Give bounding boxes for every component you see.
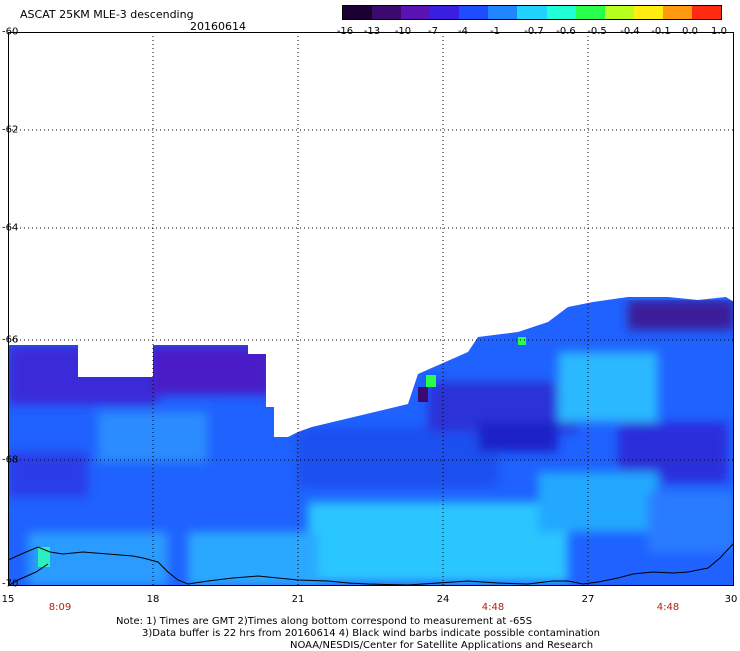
coastline [8,542,734,586]
lat-label: -66 [2,334,19,346]
colorbar-label: -1 [490,26,500,37]
colorbar-label: -10 [394,26,412,37]
colorbar-segment-12 [691,6,722,19]
lat-label: -64 [2,222,19,234]
colorbar-label: -0.1 [651,26,671,37]
colorbar-label: -13 [363,26,381,37]
lat-label: -70 [2,578,19,590]
colorbar-label: -0.7 [524,26,544,37]
colorbar-label: 0.0 [682,26,698,37]
lon-label: 18 [146,594,160,605]
colorbar-label: -4 [458,26,468,37]
colorbar-segment-10 [633,6,663,19]
map-grid [8,32,734,586]
lat-label: -62 [2,124,19,136]
colorbar-segment-11 [662,6,692,19]
colorbar-segment-4 [459,6,489,19]
time-label: 4:48 [656,602,680,613]
time-label: 8:09 [48,602,72,613]
colorbar-segment-0 [343,6,373,19]
colorbar-segment-8 [575,6,605,19]
lon-label: 30 [724,594,738,605]
colorbar-label: 1.0 [711,26,727,37]
colorbar-segment-3 [430,6,460,19]
colorbar-segment-7 [546,6,576,19]
time-label: 4:48 [481,602,505,613]
note-line: Note: 1) Times are GMT 2)Times along bot… [116,616,533,627]
colorbar-label: -0.6 [556,26,576,37]
note-line: 3)Data buffer is 22 hrs from 20160614 4)… [142,628,600,639]
lon-label: 15 [1,594,15,605]
colorbar-label: -0.5 [587,26,607,37]
colorbar-label: -7 [428,26,438,37]
lon-label: 24 [436,594,450,605]
map-plot [8,32,734,586]
colorbar-segment-5 [488,6,518,19]
lon-label: 27 [581,594,595,605]
lat-label: -60 [2,26,19,38]
colorbar-label: -16 [336,26,354,37]
coastline-detail [8,563,49,586]
colorbar-segment-9 [604,6,634,19]
colorbar-segment-2 [401,6,431,19]
map-date: 20160614 [190,20,246,33]
lat-label: -68 [2,454,19,466]
colorbar-segment-1 [372,6,402,19]
map-frame [8,32,734,586]
wind-swath [8,297,734,586]
colorbar-label: -0.4 [620,26,640,37]
lon-label: 21 [291,594,305,605]
colorbar [342,5,722,20]
map-title: ASCAT 25KM MLE-3 descending [20,8,194,21]
colorbar-segment-6 [517,6,547,19]
note-credit: NOAA/NESDIS/Center for Satellite Applica… [290,640,594,651]
